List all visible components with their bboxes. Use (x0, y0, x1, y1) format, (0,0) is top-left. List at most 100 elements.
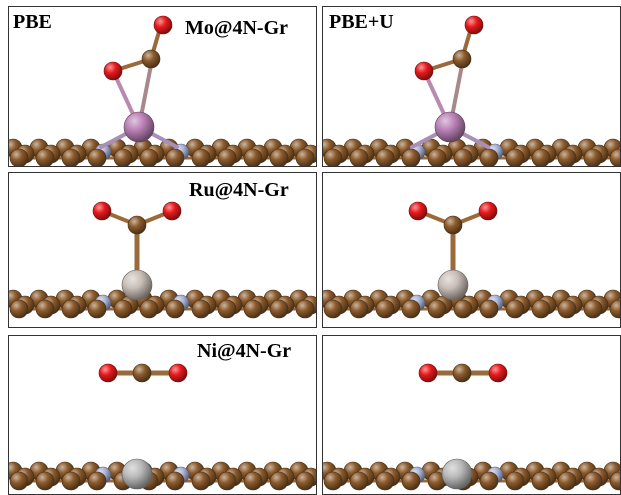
carbon-atom (453, 148, 473, 166)
ru-atom (121, 269, 153, 301)
carbon-atom (323, 299, 343, 319)
mo-atom (123, 111, 155, 143)
carbon-atom (269, 148, 289, 166)
panel-ru-pbe: Ru@4N-Gr (8, 172, 317, 328)
structure-mo-pbe (9, 15, 316, 166)
oxygen-atom (98, 363, 118, 383)
carbon-atom (453, 299, 473, 319)
carbon-atom (35, 471, 55, 491)
oxygen-atom (153, 15, 173, 35)
carbon-atom (323, 148, 343, 166)
oxygen-atom (478, 201, 498, 221)
oxygen-atom (414, 61, 434, 81)
oxygen-atom (103, 61, 123, 81)
carbon-atom (505, 148, 525, 166)
panel-mo-pbe: PBE Mo@4N-Gr (8, 6, 317, 167)
carbon-atom (443, 215, 463, 235)
carbon-atom (375, 148, 395, 166)
ni-atom (441, 458, 473, 490)
carbon-atom (531, 299, 551, 319)
carbon-atom (141, 49, 161, 69)
carbon-atom (479, 471, 499, 491)
carbon-atom (452, 363, 472, 383)
carbon-atom (557, 471, 577, 491)
carbon-atom (295, 148, 315, 166)
carbon-atom (132, 363, 152, 383)
carbon-atom (531, 148, 551, 166)
carbon-atom (401, 299, 421, 319)
carbon-atom (269, 299, 289, 319)
carbon-atom (609, 148, 620, 166)
structure-mo-pbeu (323, 15, 620, 166)
oxygen-atom (162, 201, 182, 221)
carbon-atom (243, 471, 263, 491)
structure-ru-pbeu (323, 201, 620, 319)
carbon-atom (191, 148, 211, 166)
oxygen-atom (488, 363, 508, 383)
carbon-atom (505, 471, 525, 491)
system-label-ru: Ru@4N-Gr (189, 179, 289, 201)
carbon-atom (217, 299, 237, 319)
carbon-atom (609, 299, 620, 319)
ni-atom (121, 458, 153, 490)
carbon-atom (295, 299, 315, 319)
carbon-atom (349, 299, 369, 319)
method-label-pbe: PBE (13, 11, 52, 33)
system-label-ni: Ni@4N-Gr (197, 340, 292, 362)
carbon-atom (315, 145, 316, 151)
carbon-atom (35, 299, 55, 319)
carbon-atom (375, 471, 395, 491)
carbon-atom (165, 299, 185, 319)
carbon-atom (479, 299, 499, 319)
carbon-atom (165, 148, 185, 166)
carbon-atom (139, 299, 159, 319)
carbon-atom (349, 148, 369, 166)
carbon-atom (557, 299, 577, 319)
carbon-atom (87, 148, 107, 166)
carbon-atom (61, 299, 81, 319)
carbon-atom (191, 299, 211, 319)
carbon-atom (35, 148, 55, 166)
carbon-atom (127, 215, 147, 235)
carbon-atom (375, 299, 395, 319)
carbon-atom (61, 471, 81, 491)
oxygen-atom (408, 201, 428, 221)
carbon-atom (9, 148, 29, 166)
carbon-atom (139, 148, 159, 166)
oxygen-atom (92, 201, 112, 221)
structure-ni-pbeu (323, 363, 620, 491)
carbon-atom (87, 471, 107, 491)
oxygen-atom (464, 15, 484, 35)
carbon-atom (269, 471, 289, 491)
oxygen-atom (418, 363, 438, 383)
carbon-atom (452, 49, 472, 69)
ru-atom (437, 269, 469, 301)
carbon-atom (427, 148, 447, 166)
oxygen-atom (168, 363, 188, 383)
carbon-atom (295, 471, 315, 491)
structure-ru-pbe (9, 201, 316, 319)
carbon-atom (113, 148, 133, 166)
carbon-atom (113, 299, 133, 319)
carbon-atom (217, 471, 237, 491)
carbon-atom (583, 148, 603, 166)
carbon-atom (87, 299, 107, 319)
carbon-atom (531, 471, 551, 491)
carbon-atom (505, 299, 525, 319)
carbon-atom (61, 148, 81, 166)
carbon-atom (315, 468, 316, 474)
carbon-atom (557, 148, 577, 166)
carbon-atom (191, 471, 211, 491)
carbon-atom (583, 299, 603, 319)
panel-mo-pbeu: PBE+U (322, 6, 621, 167)
carbon-atom (583, 471, 603, 491)
carbon-atom (315, 296, 316, 302)
carbon-atom (243, 299, 263, 319)
system-label-mo: Mo@4N-Gr (185, 17, 289, 39)
carbon-atom (9, 471, 29, 491)
panel-ni-pbeu (322, 335, 621, 495)
carbon-atom (427, 299, 447, 319)
carbon-atom (479, 148, 499, 166)
carbon-atom (243, 148, 263, 166)
method-label-pbeu: PBE+U (329, 11, 394, 33)
